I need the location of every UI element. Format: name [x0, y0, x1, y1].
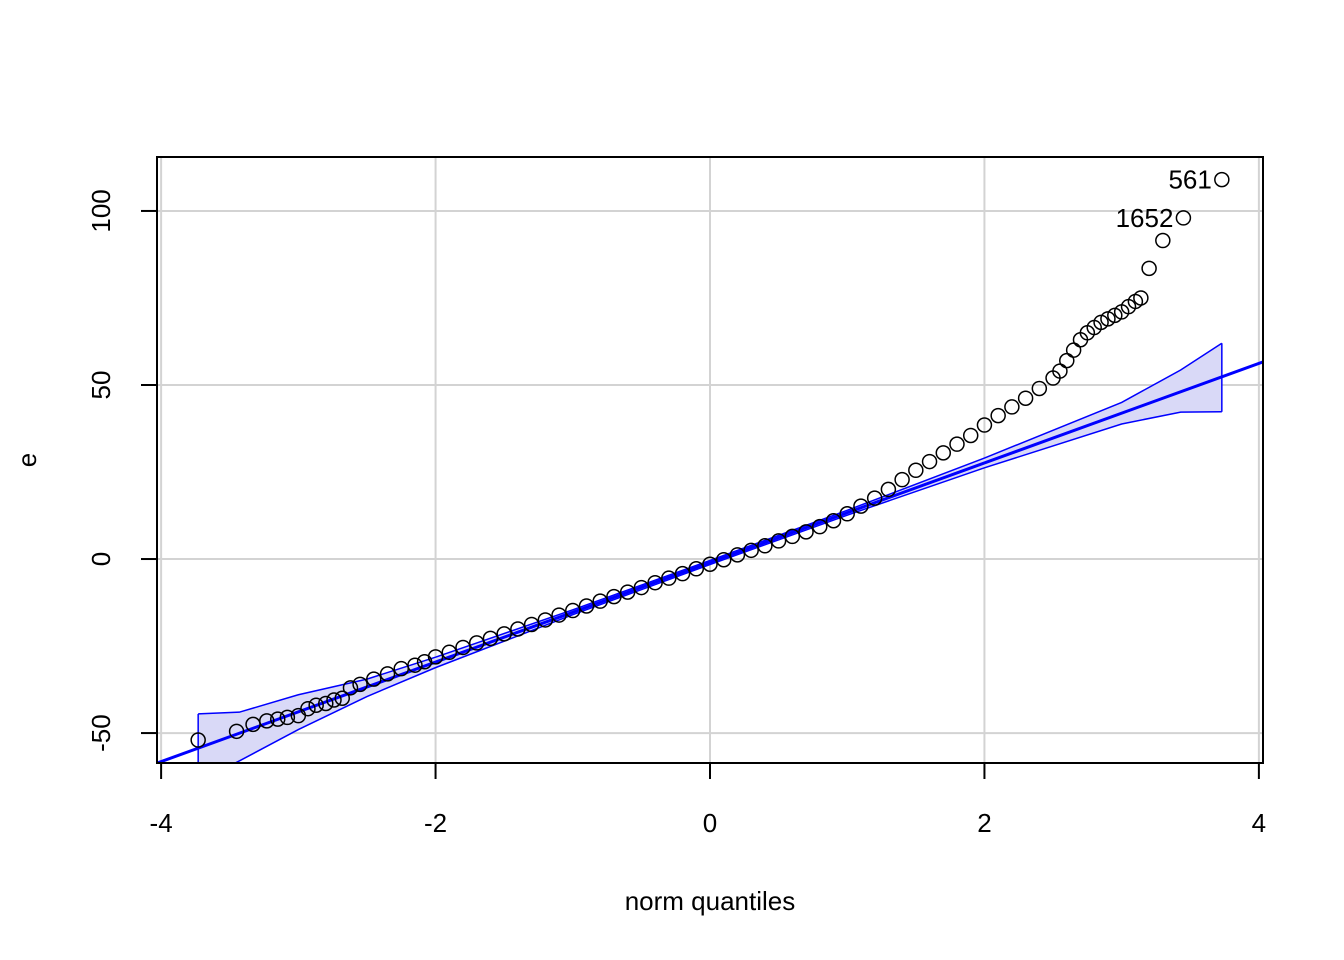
point — [468, 635, 485, 651]
point — [578, 598, 595, 614]
y-axis-label: e — [12, 453, 42, 467]
point — [551, 607, 567, 623]
point — [1141, 260, 1157, 277]
point-label: 1652 — [1116, 203, 1174, 233]
point — [866, 490, 883, 506]
point — [523, 616, 540, 633]
point — [757, 538, 773, 554]
point — [510, 621, 526, 637]
point — [565, 602, 581, 619]
point — [990, 407, 1006, 424]
point — [688, 561, 705, 577]
point — [1133, 290, 1149, 306]
point — [482, 630, 499, 647]
y-tick-label: 100 — [86, 189, 116, 232]
point — [949, 436, 965, 452]
point — [326, 692, 342, 708]
point — [1214, 171, 1230, 188]
point — [633, 579, 650, 596]
point — [300, 700, 316, 717]
point — [1017, 390, 1034, 406]
point — [743, 542, 759, 559]
point — [318, 695, 334, 712]
point — [880, 481, 897, 498]
point — [770, 533, 787, 549]
point — [825, 512, 842, 529]
x-tick-label: 4 — [1252, 808, 1266, 838]
point — [606, 588, 622, 605]
y-tick-label: 0 — [86, 552, 116, 566]
point — [674, 565, 691, 582]
point — [1155, 232, 1171, 249]
point — [839, 506, 855, 522]
x-axis-label: norm quantiles — [625, 886, 796, 916]
x-tick-label: 0 — [703, 808, 717, 838]
point — [921, 453, 938, 470]
point — [190, 732, 206, 748]
y-tick-label: 50 — [86, 371, 116, 400]
reference-line — [157, 360, 1263, 763]
point — [334, 690, 350, 707]
point — [962, 427, 979, 444]
y-tick-label: -50 — [86, 714, 116, 752]
point — [592, 593, 608, 609]
point — [1031, 380, 1048, 397]
point — [455, 639, 471, 656]
point — [1004, 399, 1020, 415]
point — [908, 462, 924, 479]
point — [228, 723, 245, 740]
point — [894, 471, 910, 488]
point — [537, 612, 554, 628]
band-lower — [233, 411, 1222, 763]
point — [702, 556, 718, 572]
band-upper — [198, 342, 1223, 715]
point — [729, 547, 746, 563]
point — [812, 518, 828, 535]
point — [496, 626, 512, 642]
point — [441, 644, 458, 661]
point — [259, 713, 275, 729]
point — [1059, 352, 1075, 369]
point — [798, 524, 814, 540]
x-tick-label: 2 — [977, 808, 991, 838]
point — [352, 676, 368, 693]
point — [427, 649, 444, 665]
x-tick-label: -4 — [150, 808, 173, 838]
point — [976, 417, 993, 433]
x-tick-label: -2 — [424, 808, 447, 838]
plot-area — [157, 171, 1263, 763]
point — [853, 498, 869, 514]
point — [279, 709, 296, 726]
point — [784, 528, 801, 545]
point — [661, 570, 677, 586]
point — [647, 574, 663, 591]
point — [619, 584, 636, 600]
point — [342, 680, 359, 696]
point — [366, 671, 382, 687]
point — [379, 666, 396, 682]
point-label: 561 — [1168, 165, 1211, 195]
point — [407, 657, 423, 673]
point — [308, 697, 324, 713]
point — [935, 445, 952, 461]
point — [1065, 342, 1082, 358]
point — [715, 551, 732, 568]
point — [1175, 210, 1192, 226]
point — [270, 711, 286, 727]
